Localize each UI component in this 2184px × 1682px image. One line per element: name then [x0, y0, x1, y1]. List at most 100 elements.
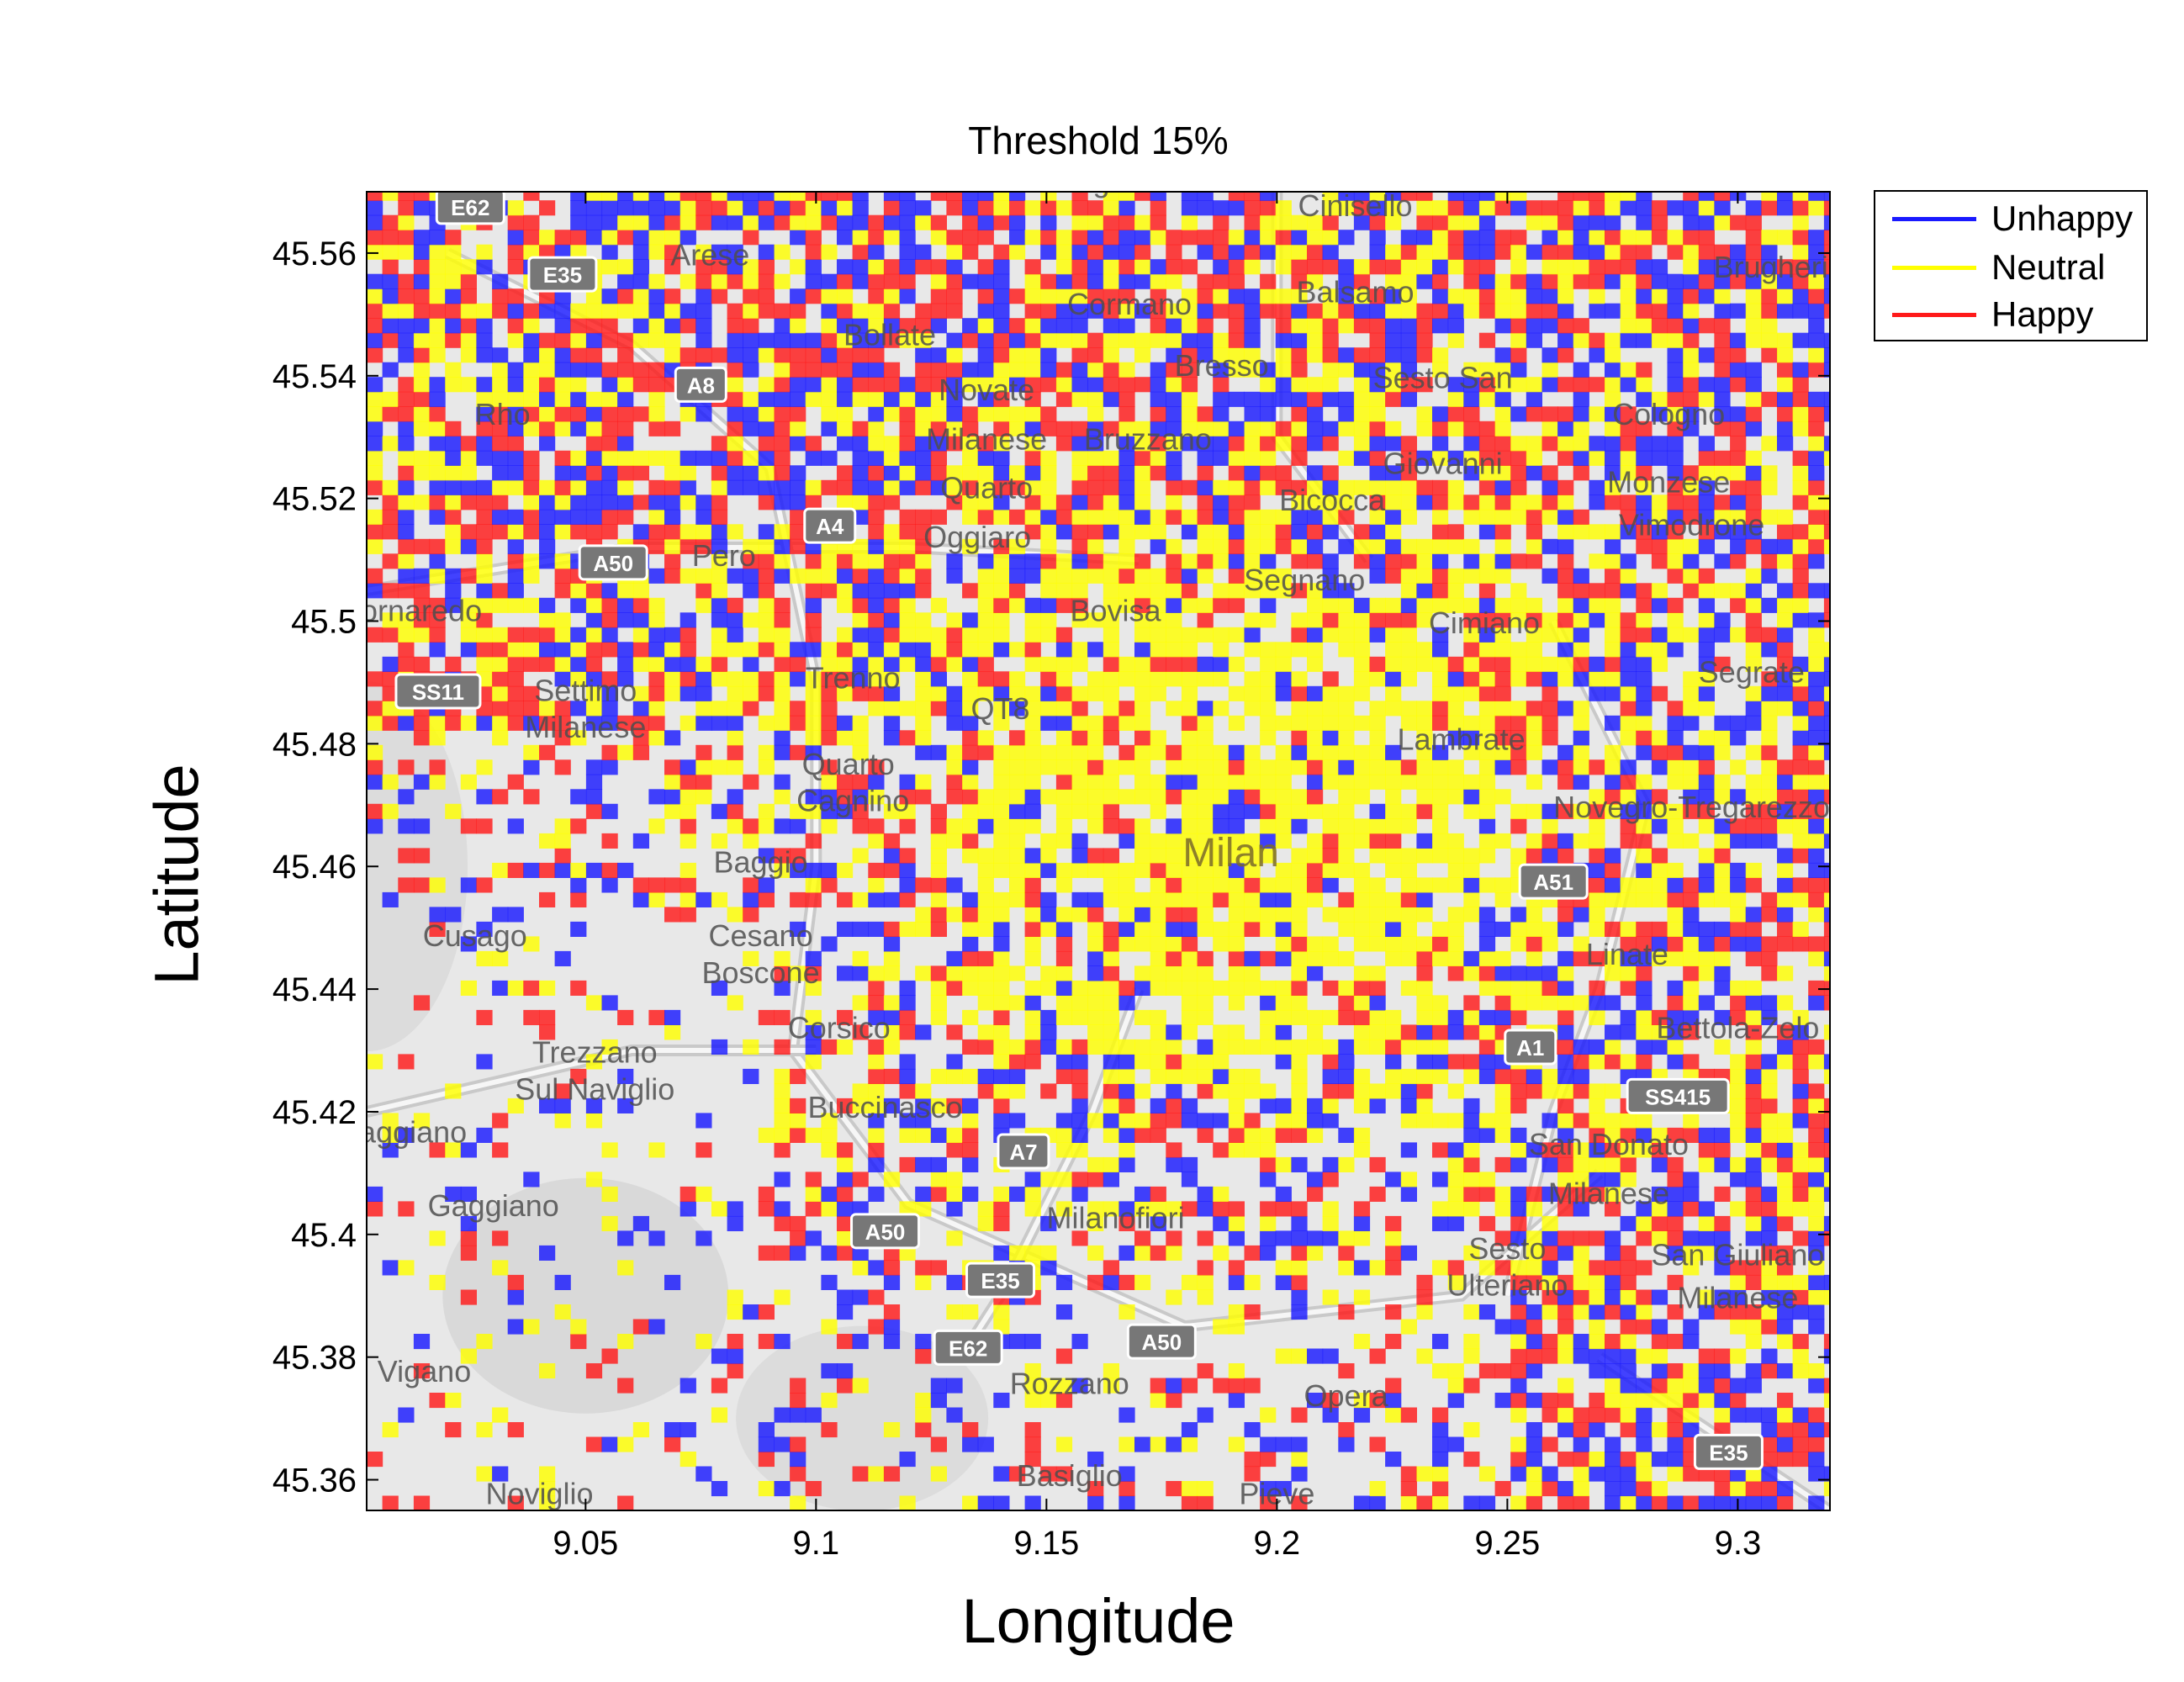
- heatmap-cell: [1494, 730, 1511, 746]
- heatmap-cell: [695, 495, 712, 510]
- heatmap-cell: [617, 303, 634, 319]
- heatmap-cell: [1024, 391, 1041, 407]
- heatmap-cell: [962, 1186, 979, 1202]
- heatmap-cell: [1213, 862, 1229, 878]
- heatmap-cell: [821, 303, 838, 319]
- heatmap-cell: [727, 818, 743, 834]
- heatmap-cell: [883, 1260, 901, 1276]
- heatmap-cell: [1134, 436, 1151, 452]
- heatmap-cell: [758, 465, 775, 481]
- heatmap-cell: [1228, 583, 1245, 599]
- heatmap-cell: [837, 1334, 854, 1350]
- heatmap-cell: [1557, 1009, 1574, 1025]
- heatmap-cell: [617, 671, 634, 687]
- heatmap-cell: [727, 1348, 743, 1364]
- heatmap-cell: [1730, 509, 1747, 525]
- heatmap-cell: [1745, 1378, 1762, 1394]
- heatmap-cell: [1181, 391, 1198, 407]
- heatmap-cell: [790, 848, 806, 864]
- heatmap-cell: [1071, 1186, 1088, 1202]
- heatmap-cell: [758, 288, 775, 304]
- heatmap-cell: [695, 524, 712, 540]
- heatmap-cell: [727, 391, 743, 407]
- heatmap-cell: [617, 862, 634, 878]
- heatmap-cell: [1557, 524, 1574, 540]
- heatmap-cell: [1573, 420, 1589, 436]
- heatmap-cell: [1636, 685, 1653, 701]
- heatmap-cell: [1573, 273, 1589, 289]
- heatmap-cell: [1166, 965, 1182, 981]
- heatmap-cell: [1620, 818, 1637, 834]
- heatmap-cell: [821, 1363, 838, 1379]
- heatmap-cell: [476, 406, 493, 422]
- heatmap-cell: [1605, 524, 1621, 540]
- heatmap-cell: [1369, 450, 1386, 466]
- heatmap-cell: [1636, 509, 1653, 525]
- heatmap-cell: [1338, 1436, 1355, 1452]
- heatmap-cell: [1338, 1039, 1355, 1055]
- heatmap-cell: [1307, 656, 1324, 672]
- heatmap-cell: [1714, 1245, 1731, 1261]
- heatmap-cell: [1166, 671, 1182, 687]
- heatmap-cell: [852, 377, 869, 393]
- heatmap-cell: [774, 656, 791, 672]
- heatmap-cell: [1166, 627, 1182, 643]
- heatmap-cell: [1181, 377, 1198, 393]
- heatmap-cell: [664, 789, 681, 805]
- heatmap-cell: [1228, 192, 1245, 201]
- heatmap-cell: [915, 1201, 932, 1217]
- heatmap-cell: [1651, 936, 1668, 952]
- heatmap-cell: [1369, 1024, 1386, 1040]
- heatmap-cell: [977, 436, 994, 452]
- heatmap-cell: [758, 244, 775, 260]
- heatmap-cell: [1291, 1436, 1308, 1452]
- heatmap-cell: [1745, 642, 1762, 658]
- heatmap-cell: [1197, 848, 1214, 864]
- heatmap-cell: [1244, 200, 1261, 216]
- heatmap-cell: [977, 995, 994, 1011]
- heatmap-cell: [1055, 1466, 1073, 1482]
- heatmap-cell: [1118, 980, 1135, 996]
- heatmap-cell: [1369, 1039, 1386, 1055]
- heatmap-cell: [1228, 627, 1245, 643]
- heatmap-cell: [790, 1393, 806, 1409]
- heatmap-cell: [476, 1009, 493, 1025]
- heatmap-cell: [1698, 568, 1715, 584]
- heatmap-cell: [1589, 436, 1605, 452]
- heatmap-cell: [743, 259, 759, 275]
- heatmap-cell: [648, 642, 665, 658]
- heatmap-cell: [680, 642, 696, 658]
- heatmap-cell: [1557, 1378, 1574, 1394]
- heatmap-cell: [585, 1054, 603, 1070]
- heatmap-cell: [429, 303, 446, 319]
- heatmap-cell: [852, 1289, 869, 1305]
- heatmap-cell: [1510, 362, 1527, 378]
- heatmap-cell: [1197, 1495, 1214, 1510]
- heatmap-cell: [1620, 495, 1637, 510]
- heatmap-cell: [1181, 1054, 1198, 1070]
- heatmap-cell: [1103, 642, 1119, 658]
- heatmap-cell: [1447, 597, 1464, 613]
- heatmap-cell: [1307, 597, 1324, 613]
- heatmap-cell: [1510, 1319, 1527, 1335]
- heatmap-cell: [1134, 332, 1151, 348]
- heatmap-cell: [1369, 891, 1386, 907]
- heatmap-cell: [601, 759, 618, 775]
- heatmap-cell: [915, 200, 932, 216]
- heatmap-cell: [977, 273, 994, 289]
- heatmap-cell: [1338, 995, 1355, 1011]
- heatmap-cell: [492, 1142, 509, 1158]
- heatmap-cell: [1385, 1245, 1402, 1261]
- heatmap-cell: [680, 1422, 696, 1438]
- heatmap-cell: [1651, 1363, 1668, 1379]
- heatmap-cell: [1698, 1393, 1715, 1409]
- heatmap-cell: [1463, 789, 1480, 805]
- heatmap-cell: [977, 1024, 994, 1040]
- heatmap-cell: [1416, 1098, 1433, 1113]
- heatmap-cell: [1322, 685, 1339, 701]
- heatmap-cell: [1338, 833, 1355, 849]
- heatmap-cell: [1683, 495, 1700, 510]
- heatmap-cell: [962, 774, 979, 790]
- heatmap-cell: [1620, 1009, 1637, 1025]
- heatmap-cell: [664, 450, 681, 466]
